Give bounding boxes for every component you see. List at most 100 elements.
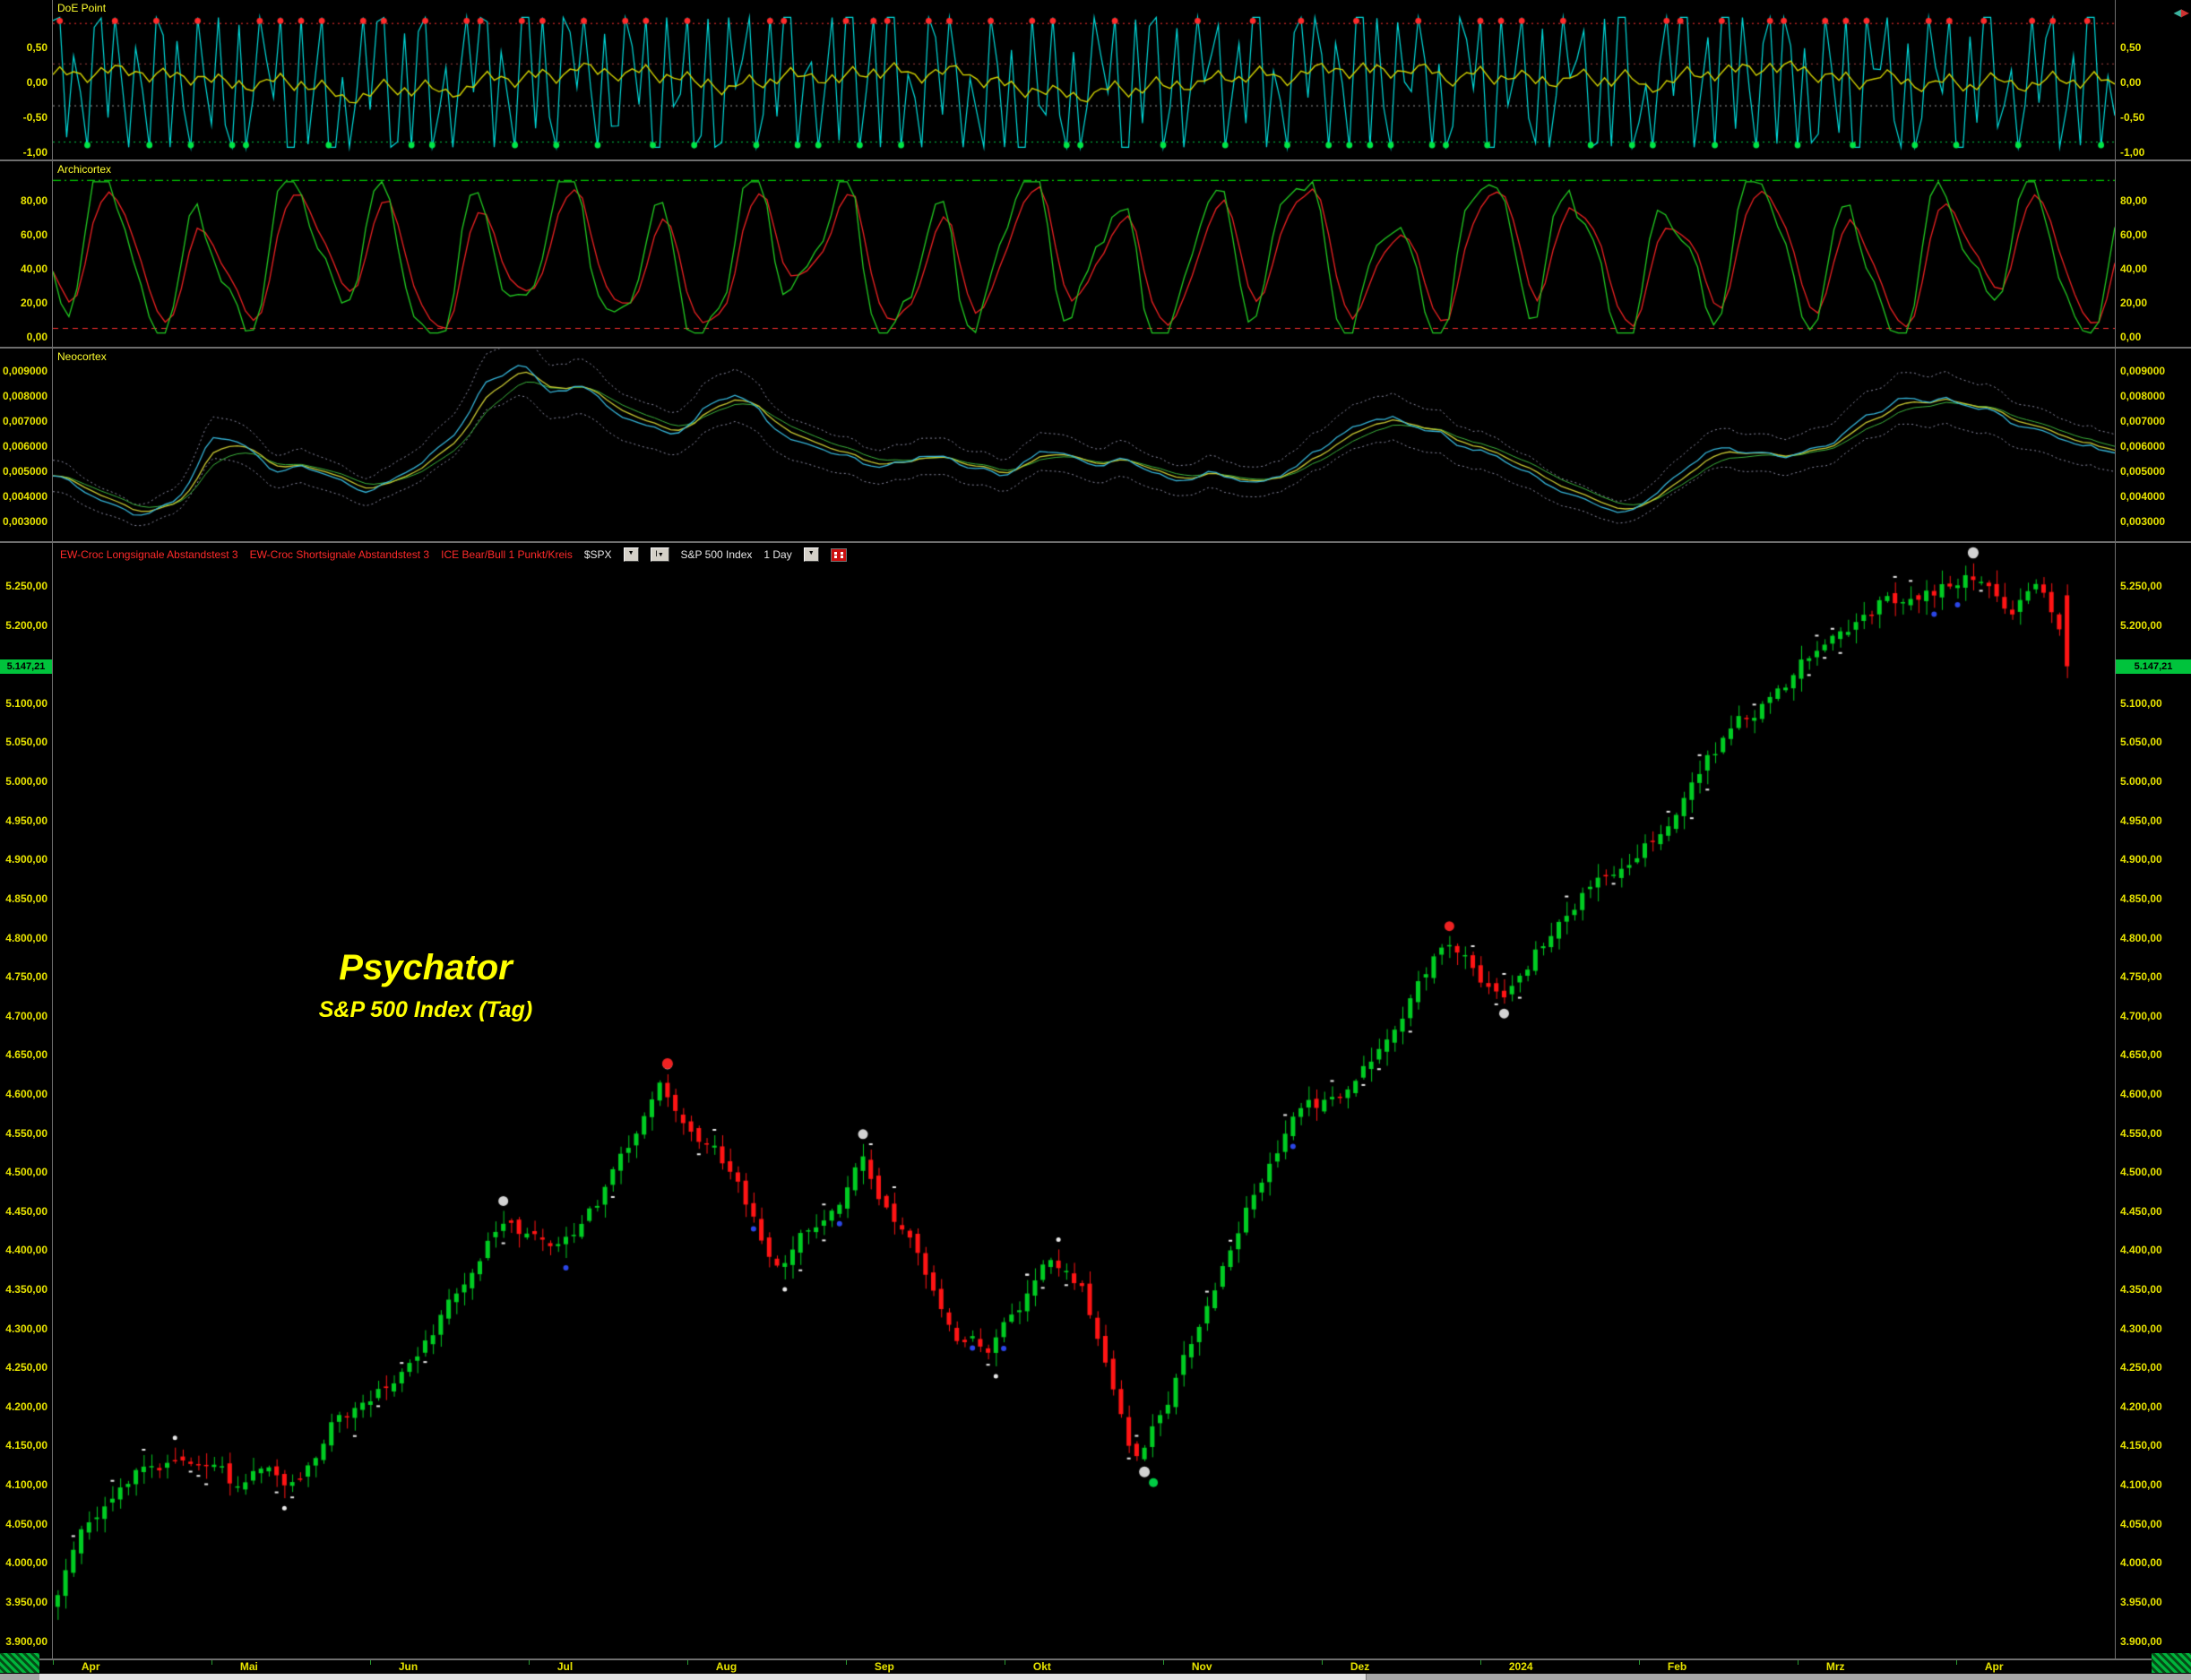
y-axis-tick: 4.850,00 [5,892,47,905]
doe-chart-canvas[interactable] [53,0,2115,158]
instrument-label[interactable]: S&P 500 Index [680,548,753,561]
neocortex-left-axis[interactable]: 0,009000 0,008000 0,007000 0,006000 0,005000… [0,349,52,541]
month-tick [529,1660,530,1665]
y-axis-tick: 4.600,00 [5,1087,47,1100]
price-plot: EW-Croc Longsignale Abstandstest 3 EW-Cr… [52,543,2116,1658]
y-axis-tick: 0,50 [26,40,47,54]
scrollbar-thumb[interactable] [39,1674,1367,1680]
y-axis-tick: 5.050,00 [5,736,47,749]
y-axis-tick: 0,007000 [2,414,47,427]
y-axis-tick: 4.450,00 [5,1204,47,1218]
pan-left-icon: ◀ [2173,6,2182,19]
y-axis-tick: 4.050,00 [5,1517,47,1530]
y-axis-tick: 0,009000 [2120,364,2166,377]
y-axis-tick: 0,008000 [2120,389,2166,402]
legend-ew-croc-long[interactable]: EW-Croc Longsignale Abstandstest 3 [60,548,238,561]
month-tick [846,1660,847,1665]
month-tick [1639,1660,1640,1665]
interval-label[interactable]: 1 Day [763,548,792,561]
y-axis-tick: 4.750,00 [5,970,47,984]
archicortex-chart-canvas[interactable] [53,161,2115,345]
symbol-dropdown-button[interactable]: ▼ [623,547,639,562]
time-axis[interactable]: Apr Mai Jun Jul Aug Sep Okt Nov Dez 2024 Feb Mrz Apr [0,1660,2191,1674]
y-axis-tick: 4.950,00 [2120,814,2162,827]
neocortex-right-axis[interactable]: 0,009000 0,008000 0,007000 0,006000 0,005000… [2116,349,2191,541]
panel-title-archicortex: Archicortex [57,163,112,176]
y-axis-tick: 4.600,00 [2120,1087,2162,1100]
y-axis-tick: 0,00 [2120,330,2142,343]
archicortex-plot: Archicortex [52,161,2116,347]
y-axis-tick: 4.550,00 [2120,1126,2162,1140]
scroll-left-button[interactable] [0,1653,39,1673]
price-left-axis[interactable]: 5.250,005.200,005.150,005.100,005.050,00… [0,543,52,1658]
month-tick [211,1660,212,1665]
y-axis-tick: 0,006000 [2120,439,2166,452]
info-dropdown-button[interactable]: I▼ [650,547,669,562]
y-axis-tick: 4.200,00 [5,1400,47,1413]
y-axis-tick: 3.900,00 [2120,1634,2162,1648]
y-axis-tick: 4.250,00 [5,1361,47,1374]
y-axis-tick: 4.250,00 [2120,1361,2162,1374]
legend-ice-bearbull[interactable]: ICE Bear/Bull 1 Punkt/Kreis [441,548,573,561]
y-axis-tick: 4.400,00 [5,1244,47,1257]
y-axis-tick: 4.650,00 [2120,1048,2162,1062]
y-axis-tick: 0,004000 [2,489,47,503]
y-axis-tick: 20,00 [20,296,47,309]
y-axis-tick: -1,00 [22,145,47,159]
month-label: Feb [1667,1660,1687,1673]
month-label: Nov [1191,1660,1212,1673]
y-axis-tick: 4.400,00 [2120,1244,2162,1257]
chevron-down-icon: ▼ [657,552,664,558]
pan-arrows-icon[interactable]: ◀▶ [2173,6,2189,19]
y-axis-tick: 4.450,00 [2120,1204,2162,1218]
horizontal-scrollbar[interactable] [0,1674,2191,1680]
y-axis-tick: 4.950,00 [5,814,47,827]
y-axis-tick: 0,006000 [2,439,47,452]
month-tick [1322,1660,1323,1665]
pan-right-icon: ▶ [2180,6,2189,19]
y-axis-tick: 80,00 [20,194,47,207]
neocortex-chart-canvas[interactable] [53,349,2115,539]
month-label: Apr [81,1660,100,1673]
month-label: Dez [1350,1660,1370,1673]
y-axis-tick: 4.000,00 [5,1556,47,1570]
doe-right-axis[interactable]: ◀▶ 0,50 0,00 -0,50 -1,00 [2116,0,2191,159]
month-label: Okt [1032,1660,1051,1673]
y-axis-tick: 5.200,00 [5,618,47,632]
interval-dropdown-button[interactable]: ▼ [803,547,819,562]
y-axis-tick: 5.200,00 [2120,618,2162,632]
y-axis-tick: 3.950,00 [2120,1595,2162,1608]
y-axis-tick: 5.100,00 [5,696,47,710]
y-axis-tick: 4.900,00 [5,853,47,866]
month-tick [1956,1660,1957,1665]
y-axis-tick: 4.500,00 [5,1166,47,1179]
archicortex-panel: 80,00 60,00 40,00 20,00 0,00 Archicortex 80,… [0,161,2191,349]
legend-ew-croc-short[interactable]: EW-Croc Shortsignale Abstandstest 3 [249,548,430,561]
symbol-label[interactable]: $SPX [583,548,612,561]
panel-title-doe: DoE Point [57,2,107,14]
y-axis-tick: 5.250,00 [5,579,47,592]
price-right-axis[interactable]: 5.250,005.200,005.150,005.100,005.050,00… [2116,543,2191,1658]
y-axis-tick: 4.550,00 [5,1126,47,1140]
month-tick [53,1660,54,1665]
y-axis-tick: 4.150,00 [2120,1439,2162,1452]
y-axis-tick: 5.000,00 [5,775,47,788]
y-axis-tick: 0,003000 [2,514,47,528]
y-axis-tick: 4.300,00 [5,1322,47,1335]
y-axis-tick: 40,00 [2120,262,2148,275]
last-price-badge: 5.147,21 [2116,659,2191,674]
y-axis-tick: 3.900,00 [5,1634,47,1648]
price-chart-canvas[interactable] [53,543,2115,1657]
y-axis-tick: -1,00 [2120,145,2145,159]
scroll-right-button[interactable] [2152,1653,2191,1673]
archicortex-right-axis[interactable]: 80,00 60,00 40,00 20,00 0,00 [2116,161,2191,347]
month-label: Sep [874,1660,894,1673]
archicortex-left-axis[interactable]: 80,00 60,00 40,00 20,00 0,00 [0,161,52,347]
month-tick [370,1660,371,1665]
info-icon: I [655,549,658,558]
doe-left-axis[interactable]: 0,50 0,00 -0,50 -1,00 [0,0,52,159]
y-axis-tick: 80,00 [2120,194,2148,207]
y-axis-tick: 60,00 [2120,228,2148,241]
alert-grid-icon[interactable] [830,547,847,562]
y-axis-tick: 4.900,00 [2120,853,2162,866]
